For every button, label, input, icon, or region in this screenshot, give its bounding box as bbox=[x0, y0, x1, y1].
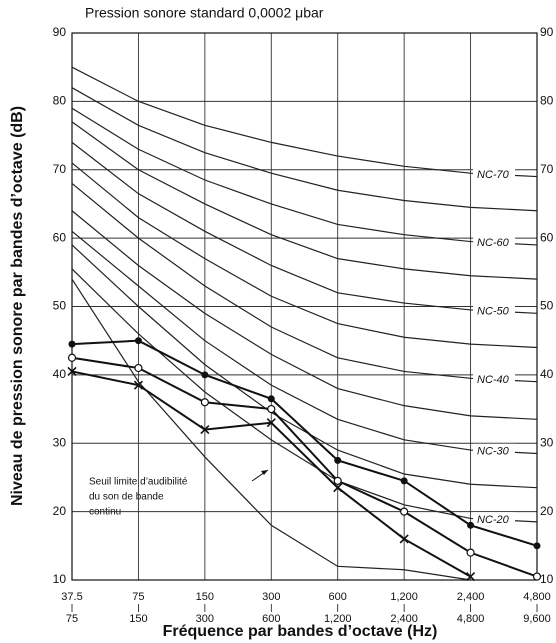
marker bbox=[400, 477, 408, 485]
nc-label: NC-20 bbox=[477, 514, 510, 526]
marker bbox=[267, 404, 276, 414]
measured-line bbox=[71, 356, 538, 578]
marker bbox=[200, 398, 209, 407]
marker bbox=[333, 483, 343, 493]
x-tick-label: 4,800 bbox=[457, 613, 485, 625]
x-axis-title: Fréquence par bandes d’octave (Hz) bbox=[163, 623, 438, 640]
nc-curve bbox=[71, 230, 538, 455]
x-tick-label: 1,200 bbox=[324, 613, 352, 625]
x-tick-label: 9,600 bbox=[523, 613, 551, 625]
nc-curve bbox=[71, 210, 538, 420]
nc-curve bbox=[71, 66, 538, 178]
y2-tick-label: 50 bbox=[540, 299, 554, 313]
y2-tick-label: 90 bbox=[540, 25, 554, 39]
x-tick-label: 600 bbox=[262, 613, 280, 625]
marker bbox=[133, 380, 143, 390]
marker bbox=[267, 395, 275, 403]
nc-label: NC-60 bbox=[477, 237, 510, 249]
y-tick-label: 50 bbox=[53, 299, 67, 313]
marker bbox=[134, 363, 143, 373]
y-tick-label: 20 bbox=[53, 504, 67, 518]
marker bbox=[466, 572, 476, 582]
y-tick-label: 90 bbox=[53, 25, 67, 39]
y-tick-label: 70 bbox=[53, 162, 67, 176]
y2-tick-label: 80 bbox=[540, 94, 554, 108]
nc-curve bbox=[71, 268, 538, 523]
nc-curve bbox=[71, 121, 538, 280]
nc-label: NC-40 bbox=[477, 374, 510, 386]
nc-label-bg bbox=[473, 235, 515, 251]
x-tick-label: 2,400 bbox=[457, 591, 485, 603]
x-tick-label: 1,200 bbox=[390, 591, 418, 603]
x-tick-label: 4,800 bbox=[523, 591, 551, 603]
y-tick-label: 60 bbox=[53, 230, 67, 244]
x-tick-label: 75 bbox=[66, 613, 78, 625]
marker bbox=[200, 425, 210, 435]
marker bbox=[68, 340, 76, 348]
nc-curve bbox=[71, 162, 538, 349]
threshold-curve bbox=[71, 278, 471, 581]
plot-frame bbox=[71, 32, 538, 581]
x-tick-label: 300 bbox=[262, 591, 280, 603]
nc-curve bbox=[71, 107, 538, 246]
marker bbox=[399, 534, 409, 544]
y2-tick-label: 40 bbox=[540, 367, 554, 381]
marker bbox=[466, 548, 475, 557]
nc-label-bg bbox=[473, 443, 515, 459]
annotation: continu bbox=[89, 507, 121, 518]
marker bbox=[467, 521, 475, 529]
top-label: Pression sonore standard 0,0002 μbar bbox=[85, 5, 324, 21]
x-tick-label: 300 bbox=[196, 613, 214, 625]
marker bbox=[400, 507, 409, 516]
x-tick-label: 75 bbox=[132, 591, 144, 603]
nc-label: NC-30 bbox=[477, 446, 510, 458]
y-tick-label: 40 bbox=[53, 367, 67, 381]
nc-curve bbox=[71, 244, 538, 489]
y2-tick-label: 60 bbox=[540, 230, 554, 244]
nc-label: NC-70 bbox=[477, 169, 510, 181]
y2-tick-label: 30 bbox=[540, 435, 554, 449]
marker bbox=[67, 366, 77, 377]
nc-label: NC-50 bbox=[477, 306, 510, 318]
nc-curve bbox=[71, 87, 538, 212]
annotation: du son de bande bbox=[89, 492, 164, 503]
marker bbox=[134, 337, 142, 345]
nc-label-bg bbox=[473, 372, 515, 388]
marker bbox=[333, 476, 342, 485]
nc-label-bg bbox=[473, 303, 515, 319]
marker bbox=[201, 371, 209, 379]
marker bbox=[532, 572, 542, 581]
y2-tick-label: 70 bbox=[540, 162, 554, 176]
y-tick-label: 30 bbox=[53, 435, 67, 449]
x-tick-label: 2,400 bbox=[390, 613, 418, 625]
x-tick-label: 37.5 bbox=[61, 591, 82, 603]
y2-tick-label: 10 bbox=[540, 572, 554, 586]
annotation-arrowhead bbox=[261, 470, 268, 475]
nc-curve bbox=[71, 182, 538, 383]
x-tick-label: 150 bbox=[196, 591, 214, 603]
marker bbox=[266, 418, 276, 428]
y-tick-label: 80 bbox=[53, 94, 67, 108]
x-tick-label: 600 bbox=[329, 591, 347, 603]
nc-label-bg bbox=[473, 166, 515, 182]
marker bbox=[67, 353, 77, 362]
nc-curve bbox=[71, 141, 538, 314]
y-axis-title: Niveau de pression sonore par bandes d’o… bbox=[9, 106, 26, 506]
y2-tick-label: 20 bbox=[540, 504, 554, 518]
marker bbox=[334, 456, 342, 464]
x-tick-label: 150 bbox=[129, 613, 147, 625]
measured-line bbox=[71, 339, 538, 547]
marker bbox=[533, 542, 541, 550]
nc-label-bg bbox=[473, 512, 515, 528]
y-tick-label: 10 bbox=[53, 572, 67, 586]
